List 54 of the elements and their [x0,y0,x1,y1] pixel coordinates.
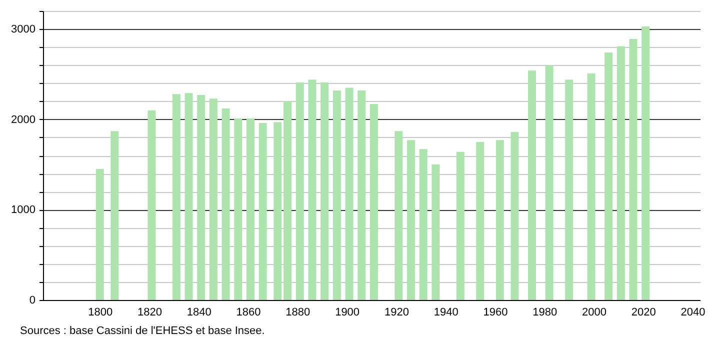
bar [296,82,304,300]
x-tick-label: 1960 [483,306,508,318]
x-tick-label: 1880 [286,306,310,318]
bar [209,98,218,300]
bar [496,140,504,300]
x-tick-label: 1800 [88,306,113,318]
bar [528,70,536,300]
source-note: Sources : base Cassini de l'EHESS et base Insee. [20,325,265,337]
bar [345,88,354,300]
bar [370,104,378,300]
bar [234,118,242,300]
bar [616,46,625,300]
x-tick-label: 1940 [434,306,458,318]
bar [308,80,316,300]
bar [545,65,554,300]
bar [274,122,282,300]
x-tick-label: 2040 [680,306,706,318]
bar [197,94,206,300]
bar [476,142,484,300]
y-tick-label: 0 [29,294,36,306]
y-tick-label: 1000 [11,204,36,216]
x-tick-label: 1820 [138,306,162,318]
bar [96,169,104,300]
x-tick-label: 1980 [532,306,558,318]
bar [332,90,341,300]
bar [148,110,156,300]
y-tick-label: 2000 [11,114,36,126]
bar [510,132,519,300]
bar [222,108,230,300]
bar [407,140,416,300]
bar [246,118,254,300]
bar [110,131,119,300]
bar [587,73,596,300]
bar [456,152,464,300]
bar [320,82,329,300]
bar [394,131,403,300]
bar [258,122,267,300]
bar [284,101,292,300]
bar [642,26,650,300]
x-tick-label: 1840 [186,306,212,318]
x-tick-label: 1900 [335,306,360,318]
bar [604,52,613,300]
x-tick-label: 1860 [236,306,261,318]
bar [432,164,440,300]
x-tick-label: 2000 [582,306,606,318]
bar [184,93,193,300]
bar [629,38,638,300]
bar [172,94,180,300]
x-tick-label: 1920 [384,306,409,318]
bar [358,90,366,300]
x-tick-label: 2020 [631,306,656,318]
bar [565,80,574,300]
bar [419,149,428,300]
y-tick-label: 3000 [11,24,36,36]
